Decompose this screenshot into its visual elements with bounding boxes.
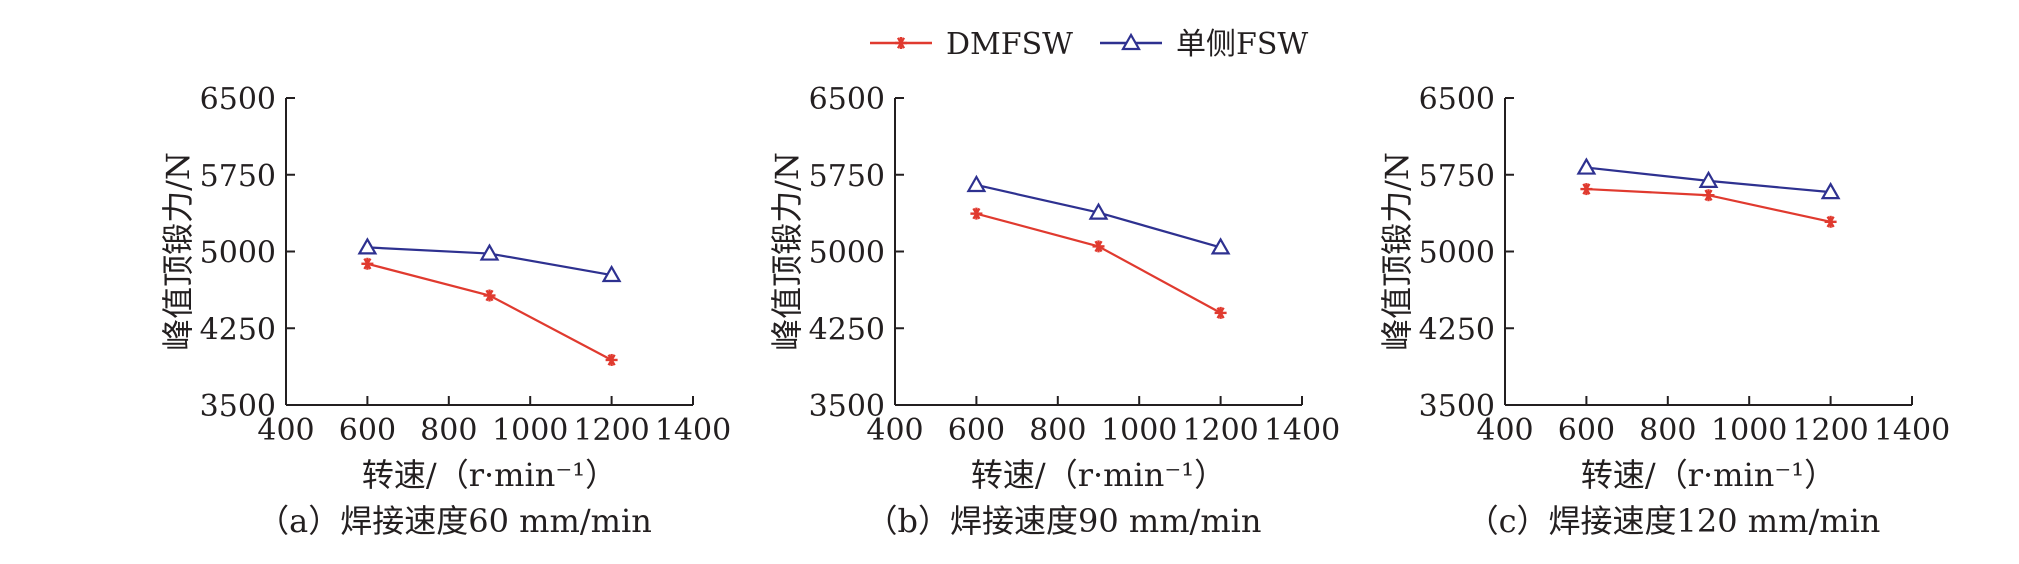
legend-item: DMFSW xyxy=(870,27,1073,62)
legend-item: 单侧FSW xyxy=(1100,27,1308,62)
legend-marker xyxy=(1121,32,1141,51)
panel-caption: （b）焊接速度90 mm/min xyxy=(865,502,1261,540)
y-tick-label: 3500 xyxy=(200,389,276,424)
chart-panel: 3500 4250 5000 5750 6500 400 600 800 1000 1200 140… xyxy=(1378,82,1950,540)
y-tick-label: 3500 xyxy=(809,389,885,424)
x-tick-label: 800 xyxy=(1639,413,1696,448)
data-point xyxy=(483,289,496,302)
y-tick-label: 6500 xyxy=(1419,82,1495,117)
data-point xyxy=(1576,157,1597,175)
data-point xyxy=(970,207,983,220)
data-point xyxy=(601,264,622,283)
legend-marker xyxy=(895,37,907,49)
legend: DMFSW 单侧FSW xyxy=(870,27,1308,62)
y-tick-label: 5000 xyxy=(809,236,885,271)
data-point xyxy=(357,237,378,255)
data-point xyxy=(1702,189,1715,202)
y-tick-label: 6500 xyxy=(200,82,276,117)
data-point xyxy=(1580,183,1593,196)
y-axis-title: 峰值顶锻力/N xyxy=(159,152,197,351)
series-group xyxy=(361,257,618,366)
x-axis-title: 转速/（r·min⁻¹） xyxy=(1581,456,1836,494)
x-tick-label: 1400 xyxy=(655,413,731,448)
series-group xyxy=(966,174,1231,255)
data-point xyxy=(1210,237,1231,255)
series-line xyxy=(367,262,613,361)
x-tick-label: 1200 xyxy=(1792,413,1868,448)
y-tick-label: 5750 xyxy=(200,159,276,194)
x-tick-label: 1000 xyxy=(492,413,568,448)
x-tick-label: 1400 xyxy=(1264,413,1340,448)
y-tick-label: 5000 xyxy=(1419,236,1495,271)
y-tick-label: 4250 xyxy=(1419,312,1495,347)
data-point xyxy=(1092,240,1105,253)
series-group xyxy=(970,207,1227,319)
data-point xyxy=(605,353,618,366)
y-tick-label: 5750 xyxy=(1419,159,1495,194)
x-tick-label: 1200 xyxy=(573,413,649,448)
data-point xyxy=(1214,306,1227,319)
x-tick-label: 800 xyxy=(420,413,477,448)
x-tick-label: 1000 xyxy=(1101,413,1177,448)
series-line xyxy=(976,212,1222,314)
data-point xyxy=(1820,181,1841,200)
y-axis-title: 峰值顶锻力/N xyxy=(1378,152,1416,351)
data-point xyxy=(1088,202,1109,220)
x-tick-label: 1000 xyxy=(1711,413,1787,448)
series-group xyxy=(357,237,622,283)
series-group xyxy=(1576,157,1841,200)
x-tick-label: 400 xyxy=(1476,413,1533,448)
y-tick-label: 5000 xyxy=(200,236,276,271)
x-tick-label: 1400 xyxy=(1874,413,1950,448)
x-axis-title: 转速/（r·min⁻¹） xyxy=(971,456,1226,494)
x-tick-label: 400 xyxy=(257,413,314,448)
x-tick-label: 600 xyxy=(1558,413,1615,448)
y-tick-label: 6500 xyxy=(809,82,885,117)
x-tick-label: 800 xyxy=(1029,413,1086,448)
y-axis-title: 峰值顶锻力/N xyxy=(768,152,806,351)
chart-panel: 3500 4250 5000 5750 6500 400 600 800 1000 1200 140… xyxy=(768,82,1340,540)
data-point xyxy=(479,243,500,261)
x-tick-label: 1200 xyxy=(1182,413,1258,448)
data-point xyxy=(1698,170,1719,188)
data-point xyxy=(966,174,987,193)
panel-caption: （c）焊接速度120 mm/min xyxy=(1467,502,1881,540)
data-point xyxy=(361,257,374,270)
x-tick-label: 600 xyxy=(948,413,1005,448)
x-axis-title: 转速/（r·min⁻¹） xyxy=(362,456,617,494)
series-group xyxy=(1580,183,1837,228)
y-tick-label: 4250 xyxy=(200,312,276,347)
x-tick-label: 600 xyxy=(339,413,396,448)
y-tick-label: 5750 xyxy=(809,159,885,194)
y-tick-label: 4250 xyxy=(809,312,885,347)
chart-panel: 3500 4250 5000 5750 6500 400 600 800 1000 1200 140… xyxy=(159,82,731,540)
x-tick-label: 400 xyxy=(866,413,923,448)
y-tick-label: 3500 xyxy=(1419,389,1495,424)
data-point xyxy=(1824,215,1837,228)
legend-label: DMFSW xyxy=(946,27,1073,62)
panel-caption: （a）焊接速度60 mm/min xyxy=(257,502,652,540)
legend-label: 单侧FSW xyxy=(1176,27,1308,62)
